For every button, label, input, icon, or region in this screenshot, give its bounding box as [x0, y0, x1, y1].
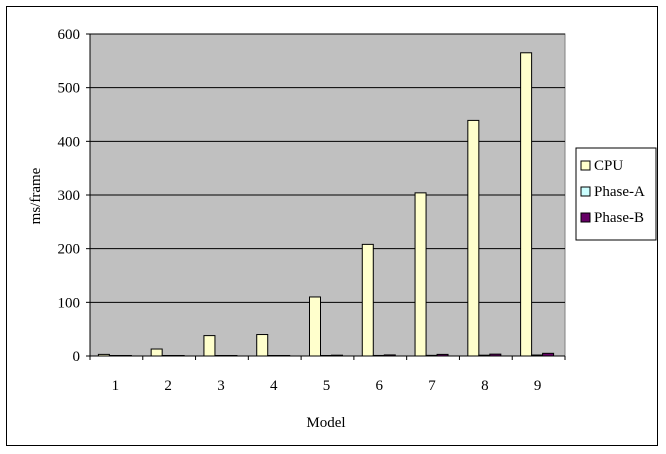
bar-phase-b-5: [331, 354, 343, 357]
bar-phase-b-6: [383, 354, 396, 357]
y-tick-label: 500: [58, 81, 81, 97]
legend-label-phase-b: Phase-B: [594, 210, 644, 226]
y-tick-label: 400: [58, 134, 81, 150]
x-axis-label: Model: [306, 415, 345, 431]
bar-phase-b-1: [119, 355, 132, 357]
y-tick-label: 300: [58, 188, 81, 204]
bar-cpu-1: [97, 353, 110, 357]
x-tick-label: 1: [112, 378, 120, 394]
bar-phase-a-4: [267, 355, 280, 357]
x-tick-label: 4: [270, 378, 278, 394]
bar-phase-a-6: [372, 354, 385, 357]
bar-cpu-2: [150, 348, 163, 357]
bar-phase-b-7: [436, 353, 449, 357]
bar-phase-b-4: [278, 355, 291, 357]
bar-phase-a-1: [108, 355, 121, 357]
x-tick-label: 3: [217, 378, 225, 394]
bar-cpu-5: [309, 296, 321, 357]
bar-phase-b-2: [172, 355, 185, 357]
bar-cpu-6: [361, 243, 374, 357]
y-tick-label: 200: [58, 242, 81, 258]
bar-phase-a-7: [425, 354, 438, 357]
bar-phase-a-5: [320, 355, 332, 357]
legend-label-phase-a: Phase-A: [594, 184, 645, 200]
y-tick-label: 0: [73, 349, 81, 365]
y-axis-label: ms/frame: [28, 167, 44, 224]
bar-phase-a-9: [531, 354, 544, 357]
bar-phase-b-9: [542, 352, 555, 357]
bar-cpu-9: [520, 52, 533, 357]
legend: CPU Phase-A Phase-B: [575, 147, 657, 241]
bar-phase-a-2: [161, 355, 174, 357]
bar-phase-b-3: [225, 355, 238, 357]
y-tick-label: 100: [58, 295, 81, 311]
x-tick-label: 5: [323, 378, 331, 394]
legend-label-cpu: CPU: [594, 158, 623, 174]
x-tick-label: 9: [534, 378, 542, 394]
bar-cpu-7: [414, 192, 427, 357]
y-tick-label: 600: [58, 27, 81, 43]
legend-swatch-cpu: [580, 160, 591, 171]
legend-swatch-phase-b: [580, 212, 591, 223]
bar-cpu-8: [467, 119, 480, 357]
x-tick-label: 8: [481, 378, 489, 394]
bar-cpu-3: [203, 335, 216, 357]
legend-swatch-phase-a: [580, 186, 591, 197]
bar-phase-a-8: [478, 354, 491, 357]
x-tick-label: 6: [376, 378, 384, 394]
bar-phase-b-8: [489, 353, 502, 357]
bar-cpu-4: [256, 334, 269, 357]
x-tick-label: 2: [164, 378, 172, 394]
plot-area: 0 100 200 300 400 500 600 1 2 3 4 5 6 7 8 9: [58, 27, 566, 394]
x-tick-label: 7: [428, 378, 436, 394]
bar-phase-a-3: [214, 355, 227, 357]
